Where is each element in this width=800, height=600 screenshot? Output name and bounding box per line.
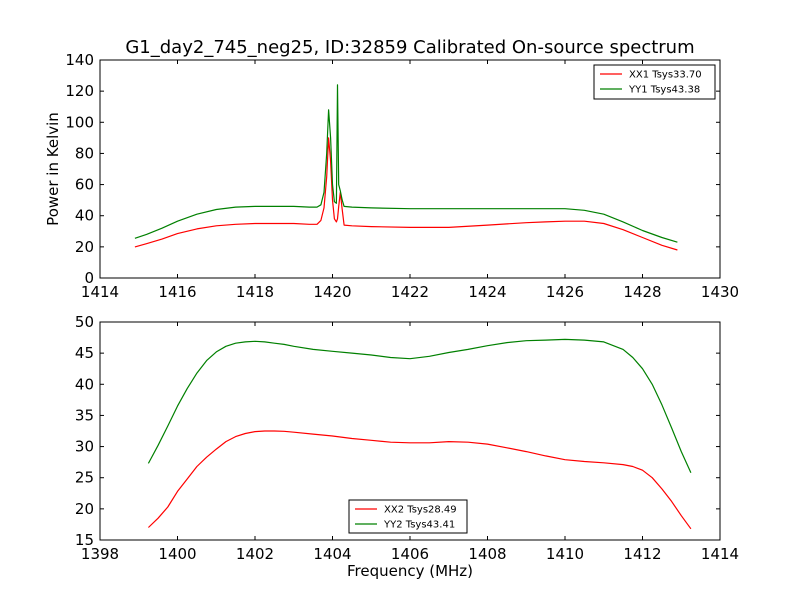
x-tick-label-0-3: 1420: [313, 283, 351, 301]
legend-label-1-0: XX2 Tsys28.49: [384, 505, 457, 516]
top-panel: 1414 1416 1418 1420 1422 1424 1426 1428 1430 0 20 4…: [44, 51, 739, 301]
x-axis-label-1: Frequency (MHz): [347, 562, 473, 580]
y-tick-label-1-0: 15: [75, 531, 94, 549]
x-tick-label-1-0: 1398: [81, 545, 119, 563]
series-line-1-1: [147, 338, 692, 473]
x-tick-label-1-6: 1410: [546, 545, 584, 563]
legend-box-0: [593, 64, 716, 100]
y-tick-label-1-6: 45: [75, 344, 94, 362]
x-tick-label-0-8: 1430: [701, 283, 739, 301]
x-tick-label-1-1: 1400: [158, 545, 196, 563]
x-tick-label-1-8: 1414: [701, 545, 739, 563]
y-tick-label-0-0: 0: [84, 269, 94, 287]
y-tick-label-1-1: 20: [75, 500, 94, 518]
y-tick-label-1-5: 40: [75, 375, 94, 393]
y-tick-label-0-3: 60: [75, 176, 94, 194]
y-tick-label-0-7: 140: [65, 51, 94, 69]
legend-label-1-1: YY2 Tsys43.41: [383, 520, 455, 531]
y-tick-label-1-3: 30: [75, 438, 94, 456]
legend-label-0-0: XX1 Tsys33.70: [629, 70, 702, 81]
x-tick-label-0-6: 1426: [546, 283, 584, 301]
y-tick-label-1-2: 25: [75, 469, 94, 487]
y-tick-label-0-5: 100: [65, 113, 94, 131]
y-tick-label-1-4: 35: [75, 406, 94, 424]
x-tick-label-0-7: 1428: [623, 283, 661, 301]
x-tick-label-0-2: 1418: [236, 283, 274, 301]
x-tick-label-1-4: 1406: [391, 545, 429, 563]
bottom-panel: 1398 1400 1402 1404 1406 1408 1410 1412 1414 15 20…: [75, 313, 739, 580]
x-tick-label-0-5: 1424: [468, 283, 506, 301]
series-line-0-0: [134, 137, 678, 251]
figure-title: G1_day2_745_neg25, ID:32859 Calibrated O…: [125, 37, 694, 58]
legend-label-0-1: YY1 Tsys43.38: [628, 85, 700, 96]
series-line-0-1: [134, 84, 678, 243]
x-tick-label-0-0: 1414: [81, 283, 119, 301]
x-tick-label-1-5: 1408: [468, 545, 506, 563]
x-tick-label-0-1: 1416: [158, 283, 196, 301]
x-tick-label-0-4: 1422: [391, 283, 429, 301]
x-tick-label-1-7: 1412: [623, 545, 661, 563]
x-tick-label-1-3: 1404: [313, 545, 351, 563]
y-tick-label-0-2: 40: [75, 207, 94, 225]
y-tick-label-1-7: 50: [75, 313, 94, 331]
y-tick-label-0-4: 80: [75, 144, 94, 162]
x-tick-label-1-2: 1402: [236, 545, 274, 563]
y-axis-label-0: Power in Kelvin: [44, 112, 62, 226]
series-line-1-0: [147, 430, 692, 530]
y-tick-label-0-1: 20: [75, 238, 94, 256]
y-tick-label-0-6: 120: [65, 82, 94, 100]
legend-box-1: [348, 499, 468, 534]
